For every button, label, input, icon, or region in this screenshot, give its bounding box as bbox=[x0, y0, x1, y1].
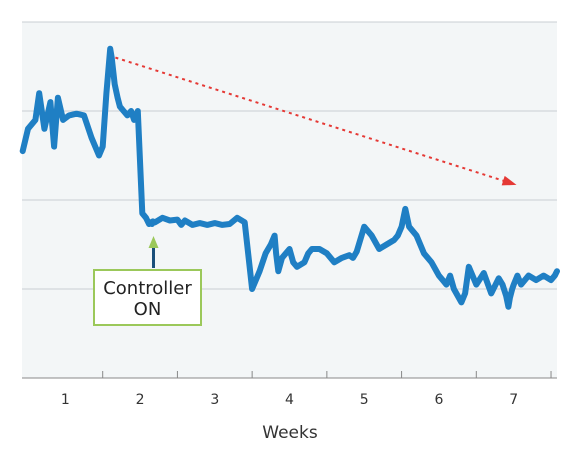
x-tick-label: 5 bbox=[360, 392, 369, 408]
callout-arrow-head bbox=[148, 236, 159, 248]
callout-text-line: Controller bbox=[103, 278, 192, 299]
callout-text-line: ON bbox=[134, 299, 162, 320]
callout-box bbox=[93, 269, 202, 326]
x-tick-labels: 1 2 3 4 5 6 7 bbox=[61, 392, 518, 408]
x-tick-label: 4 bbox=[285, 392, 294, 408]
x-tick-label: 2 bbox=[136, 392, 145, 408]
x-ticks bbox=[102, 371, 552, 378]
x-tick-label: 1 bbox=[61, 392, 70, 408]
x-axis-title: Weeks bbox=[262, 423, 318, 443]
series-group bbox=[19, 45, 560, 310]
x-tick-label: 7 bbox=[509, 392, 518, 408]
series-line bbox=[19, 45, 560, 310]
x-tick-label: 3 bbox=[210, 392, 219, 408]
trend-arrow-head bbox=[501, 175, 517, 186]
x-tick-label: 6 bbox=[434, 392, 443, 408]
